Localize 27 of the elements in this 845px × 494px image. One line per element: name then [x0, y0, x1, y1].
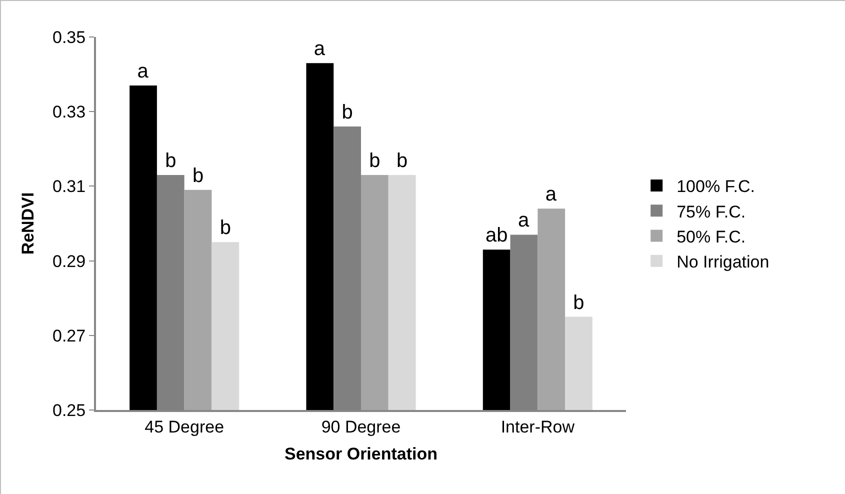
- data-label: a: [314, 38, 326, 60]
- y-tick-label: 0.27: [52, 326, 86, 346]
- y-tick-label: 0.25: [52, 400, 86, 420]
- x-tick-label: Inter-Row: [500, 417, 576, 436]
- data-label: b: [342, 102, 353, 124]
- legend-label: 75% F.C.: [676, 202, 746, 222]
- y-tick-label: 0.31: [52, 177, 86, 196]
- data-label: b: [192, 164, 204, 187]
- x-tick-label: 90 Degree: [321, 417, 401, 436]
- data-label: b: [220, 217, 231, 240]
- y-axis-title: ReNDVI: [18, 192, 38, 255]
- data-label: ab: [485, 224, 508, 247]
- legend-label: No Irrigation: [676, 252, 770, 272]
- x-tick-label: 45 Degree: [144, 417, 224, 436]
- y-tick-label: 0.29: [52, 252, 86, 271]
- legend-label: 100% F.C.: [676, 177, 756, 196]
- legend-label: 50% F.C.: [676, 227, 746, 246]
- data-label: a: [137, 60, 150, 82]
- data-label: a: [545, 184, 558, 206]
- data-label: b: [369, 150, 380, 172]
- data-label: a: [518, 210, 530, 232]
- data-label: b: [165, 150, 176, 172]
- x-axis-title: Sensor Orientation: [284, 444, 438, 464]
- y-tick-label: 0.33: [52, 102, 86, 122]
- data-label: b: [396, 150, 408, 172]
- data-label: b: [573, 292, 584, 314]
- y-tick-label: 0.35: [52, 28, 86, 47]
